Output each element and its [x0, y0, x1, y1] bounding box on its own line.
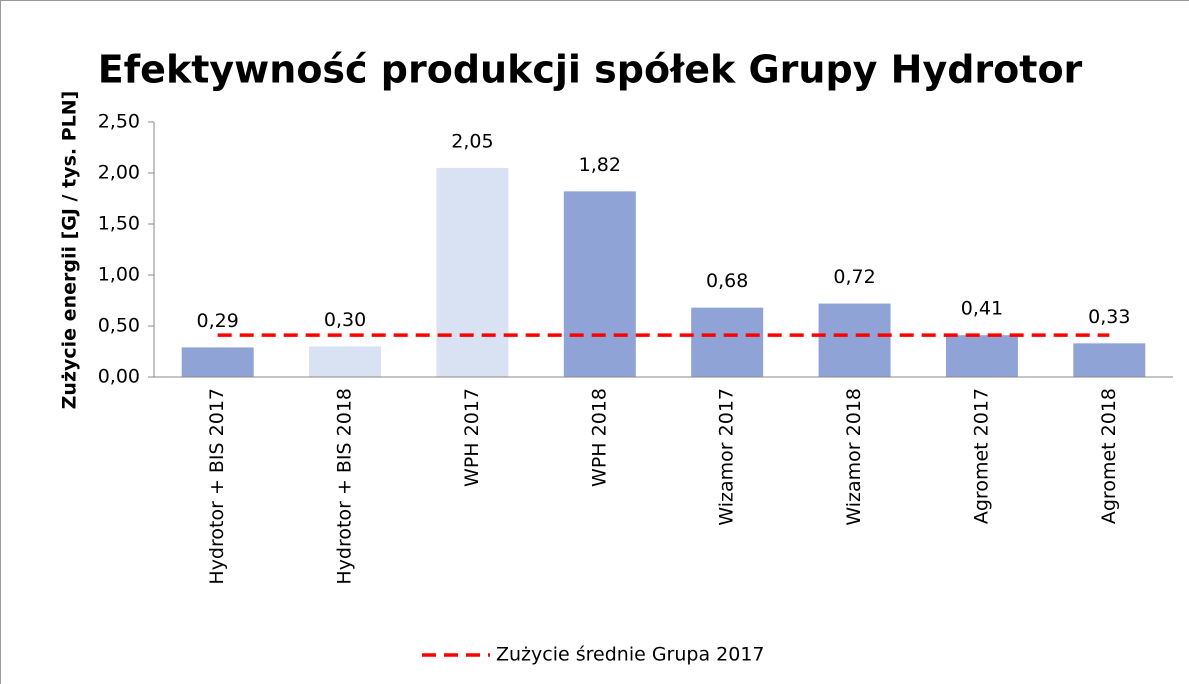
y-tick-label: 2,50 — [98, 111, 140, 133]
x-tick-label: WPH 2017 — [461, 388, 483, 487]
x-tick-label: Hydrotor + BIS 2017 — [206, 388, 228, 585]
value-label: 0,33 — [1088, 306, 1130, 328]
x-tick-label: Agromet 2017 — [970, 388, 992, 524]
y-tick-label: 0,00 — [98, 366, 140, 388]
value-label: 0,41 — [961, 298, 1003, 320]
value-label: 0,72 — [833, 266, 875, 288]
bar — [691, 307, 764, 377]
bar — [945, 335, 1018, 377]
y-tick-label: 2,00 — [98, 162, 140, 184]
value-label: 0,68 — [706, 270, 748, 292]
bar — [181, 347, 254, 377]
value-label: 0,29 — [197, 310, 239, 332]
x-tick-label: Hydrotor + BIS 2018 — [334, 388, 356, 585]
bar — [563, 191, 636, 377]
value-label: 2,05 — [451, 130, 493, 152]
x-tick-label: Wizamor 2018 — [843, 388, 865, 526]
bar — [1073, 343, 1146, 377]
x-tick-label: WPH 2018 — [588, 388, 610, 487]
x-tick-label: Wizamor 2017 — [716, 388, 738, 526]
y-axis-label: Zużycie energii [GJ / tys. PLN] — [59, 91, 81, 410]
legend-label: Zużycie średnie Grupa 2017 — [496, 644, 765, 666]
bar — [436, 167, 509, 377]
y-tick-label: 1,50 — [98, 213, 140, 235]
bar — [309, 346, 382, 377]
value-label: 1,82 — [579, 154, 621, 176]
x-tick-label: Agromet 2018 — [1098, 388, 1120, 524]
value-label: 0,30 — [324, 309, 366, 331]
bar — [818, 303, 891, 377]
y-tick-label: 1,00 — [98, 264, 140, 286]
chart-title: Efektywność produkcji spółek Grupy Hydro… — [98, 48, 1083, 92]
y-tick-label: 0,50 — [98, 315, 140, 337]
